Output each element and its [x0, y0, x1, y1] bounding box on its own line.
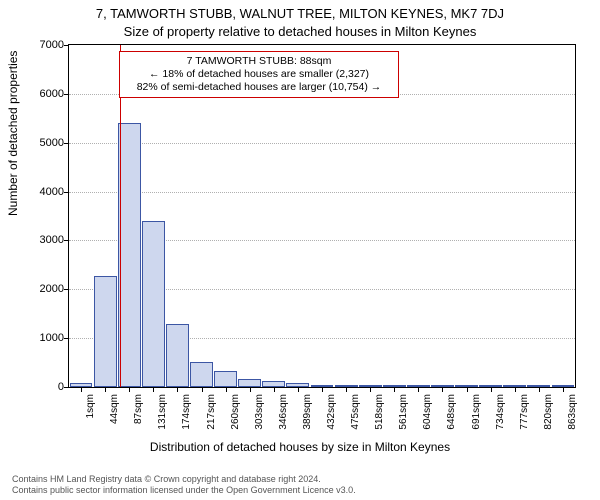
property-infobox: 7 TAMWORTH STUBB: 88sqm ← 18% of detache…: [119, 51, 399, 98]
histogram-bar: [94, 276, 117, 387]
x-tick-mark: [394, 387, 395, 392]
x-tick-label: 648sqm: [446, 394, 457, 444]
x-tick-label: 260sqm: [230, 394, 241, 444]
x-tick-mark: [81, 387, 82, 392]
chart-title-line2: Size of property relative to detached ho…: [0, 24, 600, 39]
x-tick-label: 87sqm: [133, 394, 144, 444]
x-tick-label: 1sqm: [85, 394, 96, 444]
y-tick-mark: [64, 143, 69, 144]
x-tick-mark: [491, 387, 492, 392]
y-tick-mark: [64, 192, 69, 193]
x-tick-mark: [539, 387, 540, 392]
infobox-line2: ← 18% of detached houses are smaller (2,…: [126, 68, 392, 81]
x-tick-mark: [226, 387, 227, 392]
gridline: [69, 143, 575, 144]
footer-line1: Contains HM Land Registry data © Crown c…: [12, 474, 356, 485]
x-tick-mark: [298, 387, 299, 392]
plot-area: 7 TAMWORTH STUBB: 88sqm ← 18% of detache…: [68, 44, 576, 388]
chart-container: 7, TAMWORTH STUBB, WALNUT TREE, MILTON K…: [0, 0, 600, 500]
x-tick-label: 691sqm: [471, 394, 482, 444]
histogram-bar: [166, 324, 189, 387]
x-tick-mark: [322, 387, 323, 392]
y-tick-mark: [64, 338, 69, 339]
y-tick-label: 5000: [24, 137, 64, 149]
histogram-bar: [238, 379, 261, 387]
x-tick-mark: [274, 387, 275, 392]
x-tick-mark: [346, 387, 347, 392]
x-tick-label: 561sqm: [398, 394, 409, 444]
x-tick-mark: [418, 387, 419, 392]
x-tick-label: 346sqm: [278, 394, 289, 444]
y-tick-label: 2000: [24, 283, 64, 295]
y-tick-label: 3000: [24, 234, 64, 246]
infobox-line1: 7 TAMWORTH STUBB: 88sqm: [126, 55, 392, 68]
x-tick-mark: [202, 387, 203, 392]
x-tick-mark: [177, 387, 178, 392]
x-tick-mark: [250, 387, 251, 392]
histogram-bar: [118, 123, 141, 387]
x-tick-label: 303sqm: [254, 394, 265, 444]
x-tick-mark: [563, 387, 564, 392]
x-tick-label: 432sqm: [326, 394, 337, 444]
y-tick-mark: [64, 45, 69, 46]
x-tick-label: 174sqm: [181, 394, 192, 444]
x-tick-label: 777sqm: [519, 394, 530, 444]
infobox-line3: 82% of semi-detached houses are larger (…: [126, 81, 392, 94]
x-tick-label: 863sqm: [567, 394, 578, 444]
x-tick-label: 604sqm: [422, 394, 433, 444]
y-tick-label: 4000: [24, 186, 64, 198]
x-tick-mark: [129, 387, 130, 392]
x-tick-label: 734sqm: [495, 394, 506, 444]
histogram-bar: [214, 371, 237, 387]
footer-attribution: Contains HM Land Registry data © Crown c…: [12, 474, 356, 496]
y-tick-mark: [64, 387, 69, 388]
x-tick-mark: [370, 387, 371, 392]
y-tick-label: 1000: [24, 332, 64, 344]
y-tick-label: 0: [24, 381, 64, 393]
x-tick-mark: [467, 387, 468, 392]
gridline: [69, 192, 575, 193]
y-tick-label: 6000: [24, 88, 64, 100]
x-tick-label: 518sqm: [374, 394, 385, 444]
chart-title-line1: 7, TAMWORTH STUBB, WALNUT TREE, MILTON K…: [0, 6, 600, 21]
y-axis-label: Number of detached properties: [6, 51, 20, 216]
x-tick-mark: [442, 387, 443, 392]
x-tick-label: 44sqm: [109, 394, 120, 444]
x-tick-label: 389sqm: [302, 394, 313, 444]
x-tick-mark: [153, 387, 154, 392]
x-tick-label: 131sqm: [157, 394, 168, 444]
x-tick-label: 475sqm: [350, 394, 361, 444]
x-tick-label: 217sqm: [206, 394, 217, 444]
y-tick-mark: [64, 289, 69, 290]
histogram-bar: [190, 362, 213, 387]
x-tick-mark: [515, 387, 516, 392]
y-tick-label: 7000: [24, 39, 64, 51]
footer-line2: Contains public sector information licen…: [12, 485, 356, 496]
histogram-bar: [142, 221, 165, 387]
y-tick-mark: [64, 240, 69, 241]
x-tick-mark: [105, 387, 106, 392]
x-tick-label: 820sqm: [543, 394, 554, 444]
y-tick-mark: [64, 94, 69, 95]
